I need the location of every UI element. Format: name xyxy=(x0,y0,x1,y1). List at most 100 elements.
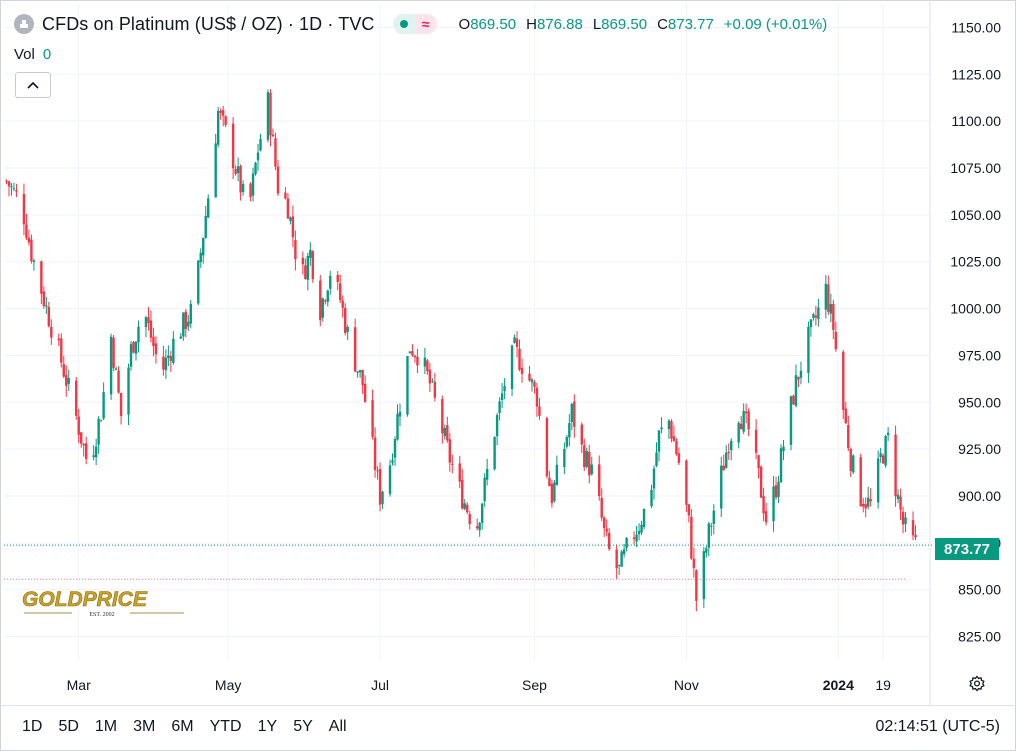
candle-body xyxy=(363,383,367,402)
collapse-legend-button[interactable] xyxy=(15,72,51,98)
candle-body xyxy=(271,134,275,137)
candle-body xyxy=(396,413,399,440)
candle-body xyxy=(498,401,501,413)
candle-body xyxy=(687,504,691,516)
candle-body xyxy=(234,169,237,174)
candle-body xyxy=(102,391,105,419)
symbol-title[interactable]: CFDs on Platinum (US$ / OZ) · 1D · TVC xyxy=(42,13,375,34)
candle-body xyxy=(67,377,70,384)
candle-body xyxy=(864,504,867,509)
candle-body xyxy=(129,344,133,367)
market-open-icon[interactable] xyxy=(392,14,415,34)
candle-body xyxy=(642,508,646,527)
candle-body xyxy=(842,351,845,410)
candle-body xyxy=(852,455,855,473)
range-1m[interactable]: 1M xyxy=(94,718,118,735)
candle-body xyxy=(75,380,78,416)
candle-body xyxy=(289,217,292,221)
candle-body xyxy=(702,551,706,600)
range-1y[interactable]: 1Y xyxy=(257,718,278,735)
candle-body xyxy=(884,436,887,466)
candle-body xyxy=(5,180,8,182)
candle-body xyxy=(169,356,173,361)
x-tick-label: Sep xyxy=(522,677,547,693)
candle-body xyxy=(236,166,240,174)
candle-body xyxy=(294,240,297,260)
candle-body xyxy=(458,463,461,482)
candle-body xyxy=(431,380,434,382)
candle-body xyxy=(12,188,16,190)
candle-body xyxy=(725,452,728,468)
candle-body xyxy=(690,516,693,559)
candle-body xyxy=(219,110,222,113)
candle-body xyxy=(199,252,202,263)
candle-body xyxy=(844,408,847,424)
candle-body xyxy=(869,499,872,502)
candle-body xyxy=(60,338,63,363)
candle-body xyxy=(381,491,384,504)
x-tick-label: Mar xyxy=(67,677,91,693)
data-delay-icon[interactable]: ≈ xyxy=(414,14,437,34)
candle-body xyxy=(451,463,454,465)
candle-body xyxy=(408,351,412,354)
candle-body xyxy=(777,481,780,497)
candle-body xyxy=(45,305,48,307)
candle-body xyxy=(42,291,46,307)
range-ytd[interactable]: YTD xyxy=(209,718,242,735)
candle-body xyxy=(615,549,618,569)
candle-body xyxy=(568,423,571,438)
range-5y[interactable]: 5Y xyxy=(293,718,313,735)
candle-body xyxy=(92,455,95,458)
x-tick-label: May xyxy=(215,677,241,693)
volume-label: Vol xyxy=(14,46,35,63)
y-tick-label: 1000.00 xyxy=(950,301,1001,317)
candle-body xyxy=(503,386,506,392)
candle-body xyxy=(744,411,748,414)
candle-body xyxy=(585,450,588,467)
svg-text:GOLDPRICE: GOLDPRICE xyxy=(22,588,148,611)
candle-body xyxy=(276,166,280,194)
chart-settings-button[interactable] xyxy=(966,673,988,695)
price-chart[interactable]: 825.00850.00875.00900.00925.00950.00975.… xyxy=(0,0,1016,705)
candle-body xyxy=(149,320,153,338)
candle-body xyxy=(792,395,795,405)
range-6m[interactable]: 6M xyxy=(171,718,194,735)
candle-body xyxy=(515,338,519,347)
candle-body xyxy=(620,551,623,567)
candle-body xyxy=(30,239,33,261)
candle-body xyxy=(117,370,120,393)
candle-body xyxy=(598,464,601,497)
candle-body xyxy=(720,465,723,509)
candle-body xyxy=(485,469,489,480)
candle-body xyxy=(817,307,820,320)
range-5d[interactable]: 5D xyxy=(58,718,79,735)
candle-body xyxy=(832,303,835,330)
candle-body xyxy=(675,441,678,455)
candle-body xyxy=(324,300,327,302)
platinum-symbol-icon[interactable] xyxy=(14,14,34,34)
y-tick-label: 850.00 xyxy=(958,582,1001,598)
candle-body xyxy=(727,452,730,454)
candle-body xyxy=(911,520,915,536)
candle-body xyxy=(834,331,838,350)
candle-body xyxy=(164,357,168,371)
ohlc-high: H876.88 xyxy=(526,15,583,33)
candle-body xyxy=(204,216,207,238)
range-3m[interactable]: 3M xyxy=(133,718,156,735)
timezone-clock[interactable]: 02:14:51 (UTC-5) xyxy=(875,718,1001,735)
candle-body xyxy=(358,370,362,373)
candle-body xyxy=(448,439,451,463)
candle-body xyxy=(254,162,257,175)
candle-body xyxy=(570,403,574,423)
candle-body xyxy=(799,370,803,378)
range-1d[interactable]: 1D xyxy=(22,718,43,735)
range-all[interactable]: All xyxy=(328,718,347,735)
candle-body xyxy=(797,376,800,380)
candle-body xyxy=(555,464,559,485)
candle-body xyxy=(545,417,549,477)
candle-body xyxy=(231,123,235,169)
candle-body xyxy=(548,477,551,487)
candle-body xyxy=(535,387,539,407)
candle-body xyxy=(650,489,653,507)
candle-body xyxy=(15,190,18,192)
